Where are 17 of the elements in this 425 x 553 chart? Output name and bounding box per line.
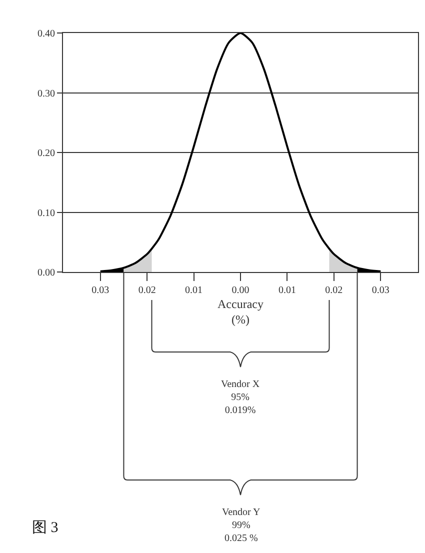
y-tick-label: 0.30	[38, 88, 55, 100]
x-tick-label: 0.03	[92, 285, 110, 296]
line-series	[99, 33, 382, 272]
y-tick-label: 0.10	[38, 208, 55, 219]
text: Vendor Y 99% 0.025 %	[222, 507, 260, 544]
x-tick-label: 0.01	[278, 285, 296, 296]
text: Vendor X 95% 0.019%	[221, 379, 260, 416]
x-tick-label: 0.00	[232, 285, 250, 296]
y-tick-label: 0.20	[38, 148, 55, 159]
x-tick-label: 0.01	[185, 285, 203, 296]
x-axis-title: Accuracy (%)	[218, 296, 264, 326]
caption: 图 3	[32, 520, 58, 536]
x-tick-label: 0.02	[325, 285, 343, 296]
y-tick-label: 0.40	[38, 28, 55, 40]
x-tick-label: 0.03	[372, 285, 390, 296]
y-tick-label: 0.00	[38, 268, 55, 278]
x-tick-label: 0.02	[138, 285, 156, 296]
